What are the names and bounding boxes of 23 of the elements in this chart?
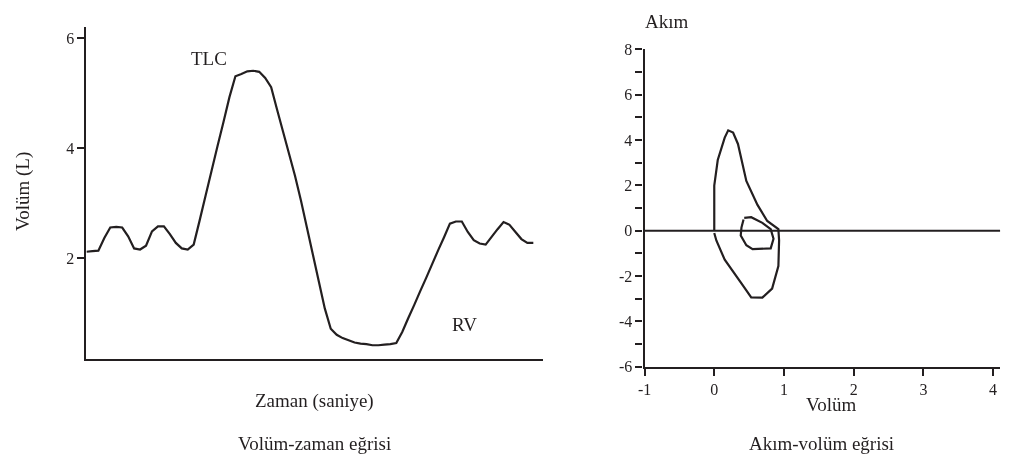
y-axis-title: Akım — [645, 11, 689, 32]
text: Volüm-zaman eğrisi — [238, 433, 392, 454]
y-tick-label: 0 — [624, 222, 633, 240]
y-axis-title: Volüm (L) — [11, 151, 34, 232]
x-tick-label: 0 — [710, 381, 719, 399]
x-tick-label: 3 — [919, 381, 928, 399]
y-tick-label: 6 — [624, 86, 633, 104]
y-tick-label: -6 — [618, 358, 633, 376]
y-tick-label: 8 — [624, 41, 633, 59]
x-tick-label: 4 — [989, 381, 998, 399]
y-tick-label: 4 — [624, 131, 633, 149]
y-tick-label: 4 — [66, 139, 75, 157]
y-tick-label: 6 — [66, 29, 75, 47]
x-tick-label: -1 — [637, 381, 652, 399]
x-tick-label: 1 — [779, 381, 788, 399]
x-axis-title: Zaman (saniye) — [255, 390, 374, 412]
annotation: RV — [452, 314, 478, 335]
y-tick-label: -4 — [618, 312, 633, 330]
annotation: TLC — [191, 48, 227, 69]
y-tick-label: -2 — [618, 267, 633, 285]
y-tick-label: 2 — [66, 249, 75, 267]
text: Akım-volüm eğrisi — [749, 433, 895, 454]
y-tick-label: 2 — [624, 177, 633, 195]
